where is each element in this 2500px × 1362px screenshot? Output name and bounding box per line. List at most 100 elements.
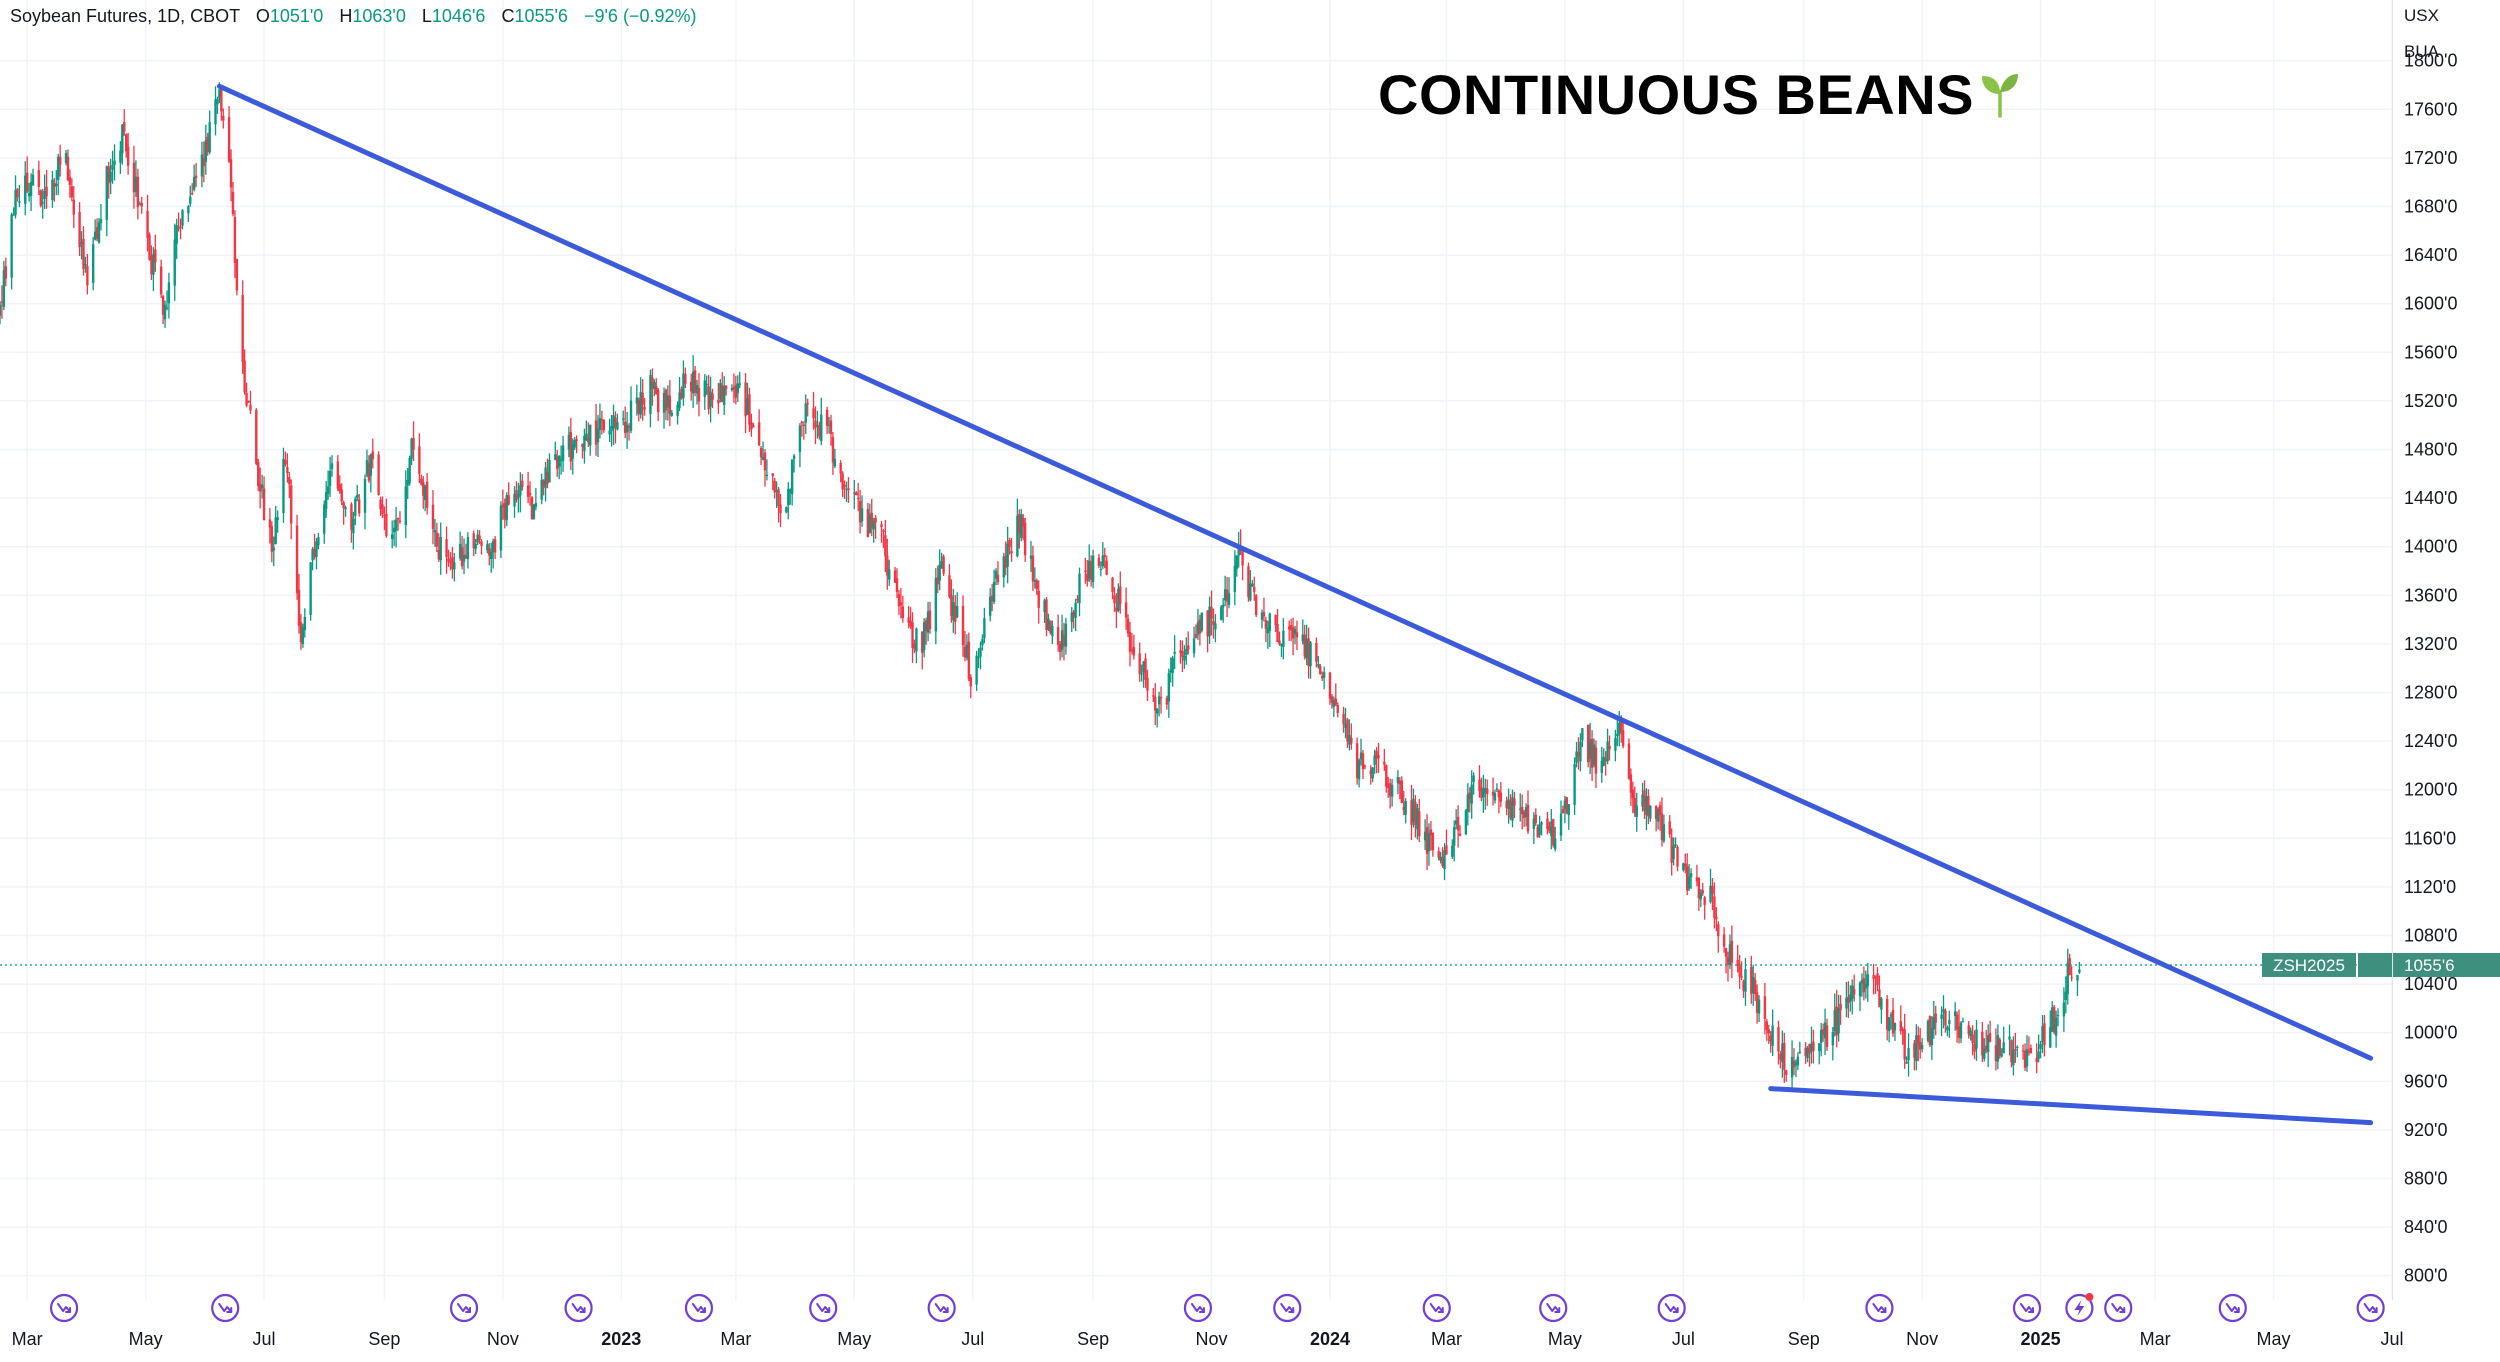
candle-body <box>439 536 442 561</box>
event-marker-icon[interactable] <box>1183 1293 1213 1323</box>
candle-body <box>643 407 646 410</box>
candle-body <box>2012 1049 2015 1066</box>
unit-label[interactable]: BUA <box>2404 42 2439 61</box>
candle-body <box>765 474 769 476</box>
candle-body <box>1486 788 1489 794</box>
candle-body <box>761 457 765 460</box>
event-marker-icon[interactable] <box>2065 1293 2094 1323</box>
candle-body <box>1878 989 1881 1008</box>
candle-body <box>1573 764 1576 805</box>
candle-body <box>274 517 277 544</box>
candle-body <box>1078 573 1081 604</box>
y-tick-label: 1080'0 <box>2404 926 2458 946</box>
candle-body <box>1225 589 1229 602</box>
event-marker-icon[interactable] <box>1273 1293 1302 1323</box>
candle-body <box>1552 819 1555 846</box>
close-label: C <box>501 6 515 26</box>
candle-body <box>2010 1040 2013 1063</box>
candle-body <box>1858 982 1862 997</box>
candle-body <box>950 595 953 617</box>
candle-body <box>1058 644 1062 652</box>
currency-label[interactable]: USX <box>2404 6 2439 25</box>
y-tick-label: 1480'0 <box>2404 440 2458 460</box>
event-marker-icon[interactable] <box>2356 1293 2385 1323</box>
event-marker-icon[interactable] <box>1657 1293 1686 1323</box>
candle-body <box>1957 1026 1961 1038</box>
candle-body <box>1427 833 1431 852</box>
trendlines[interactable] <box>216 83 2374 1126</box>
candle-body <box>31 174 35 186</box>
x-axis[interactable]: Mar May Jul Sep Nov 2023 Mar May Jul Sep Nov 2024 Ma… <box>12 1329 2404 1349</box>
candle-body <box>1726 957 1730 965</box>
event-marker-icon[interactable] <box>927 1293 956 1323</box>
x-tick-label: Nov <box>1196 1329 1228 1349</box>
event-marker-icon[interactable] <box>211 1293 240 1323</box>
candle-body <box>668 395 672 414</box>
candle-body <box>1969 1030 1972 1037</box>
candle-body <box>1235 555 1238 570</box>
candle-body <box>476 534 479 543</box>
candle-body <box>111 165 114 170</box>
candle-body <box>1004 555 1007 568</box>
event-marker-icon[interactable] <box>2104 1293 2133 1323</box>
candle-body <box>68 176 72 186</box>
candle-body <box>2062 1002 2066 1017</box>
candle-body <box>1097 557 1101 566</box>
trendline[interactable] <box>1768 1086 2374 1126</box>
event-marker-icon[interactable] <box>1539 1293 1568 1323</box>
candle-body <box>820 414 823 441</box>
y-tick-label: 1760'0 <box>2404 99 2458 119</box>
candle-body <box>1592 744 1596 766</box>
candle-body <box>1045 599 1048 631</box>
candle-body <box>1023 522 1027 556</box>
event-marker-icon[interactable] <box>449 1293 479 1323</box>
candle-body <box>1484 787 1487 794</box>
event-marker-icon[interactable] <box>2012 1293 2042 1323</box>
candle-body <box>1099 568 1103 571</box>
candle-body <box>1385 765 1388 787</box>
candle-body <box>759 448 763 458</box>
candle-body <box>1946 1026 1949 1031</box>
symbol-name[interactable]: Soybean Futures, 1D, CBOT <box>10 6 240 26</box>
candle-body <box>521 480 524 488</box>
candle-body <box>804 403 807 423</box>
candle-body <box>1590 738 1594 768</box>
candle-body <box>352 518 355 534</box>
candle-body <box>858 500 862 523</box>
event-marker-icon[interactable] <box>49 1293 79 1323</box>
candle-body <box>1445 845 1448 855</box>
candle-body <box>703 380 706 397</box>
event-marker-icon[interactable] <box>2218 1293 2247 1323</box>
candle-body <box>542 480 545 486</box>
candle-body <box>0 301 4 303</box>
candle-body <box>303 616 307 631</box>
candle-body <box>1810 1043 1813 1052</box>
candle-body <box>1662 824 1666 842</box>
candle-body <box>324 492 328 510</box>
candle-body <box>955 606 959 618</box>
candle-body <box>229 159 233 188</box>
candle-body <box>1241 551 1244 566</box>
trendline[interactable] <box>216 83 2374 1061</box>
candle-body <box>1579 741 1582 762</box>
y-axis[interactable]: 800'0 840'0 880'0 920'0 960'0 1000'0 1040'0 108… <box>2404 51 2458 1286</box>
candle-body <box>1866 974 1869 987</box>
event-marker-icon[interactable] <box>809 1293 838 1323</box>
candle-body <box>233 217 237 264</box>
event-marker-icon[interactable] <box>1865 1293 1894 1323</box>
candle-body <box>540 479 543 500</box>
candle-body <box>119 150 122 163</box>
candle-body <box>1920 1045 1924 1050</box>
event-marker-icon[interactable] <box>684 1293 714 1323</box>
event-markers[interactable] <box>49 1293 2385 1323</box>
event-marker-icon[interactable] <box>564 1293 593 1323</box>
candle-body <box>390 534 394 539</box>
candle-body <box>771 473 774 477</box>
candle-body <box>1006 543 1009 567</box>
candle-body <box>1233 565 1237 592</box>
event-marker-icon[interactable] <box>1422 1293 1451 1323</box>
candle-body <box>1336 704 1339 714</box>
candles <box>0 82 2081 1092</box>
